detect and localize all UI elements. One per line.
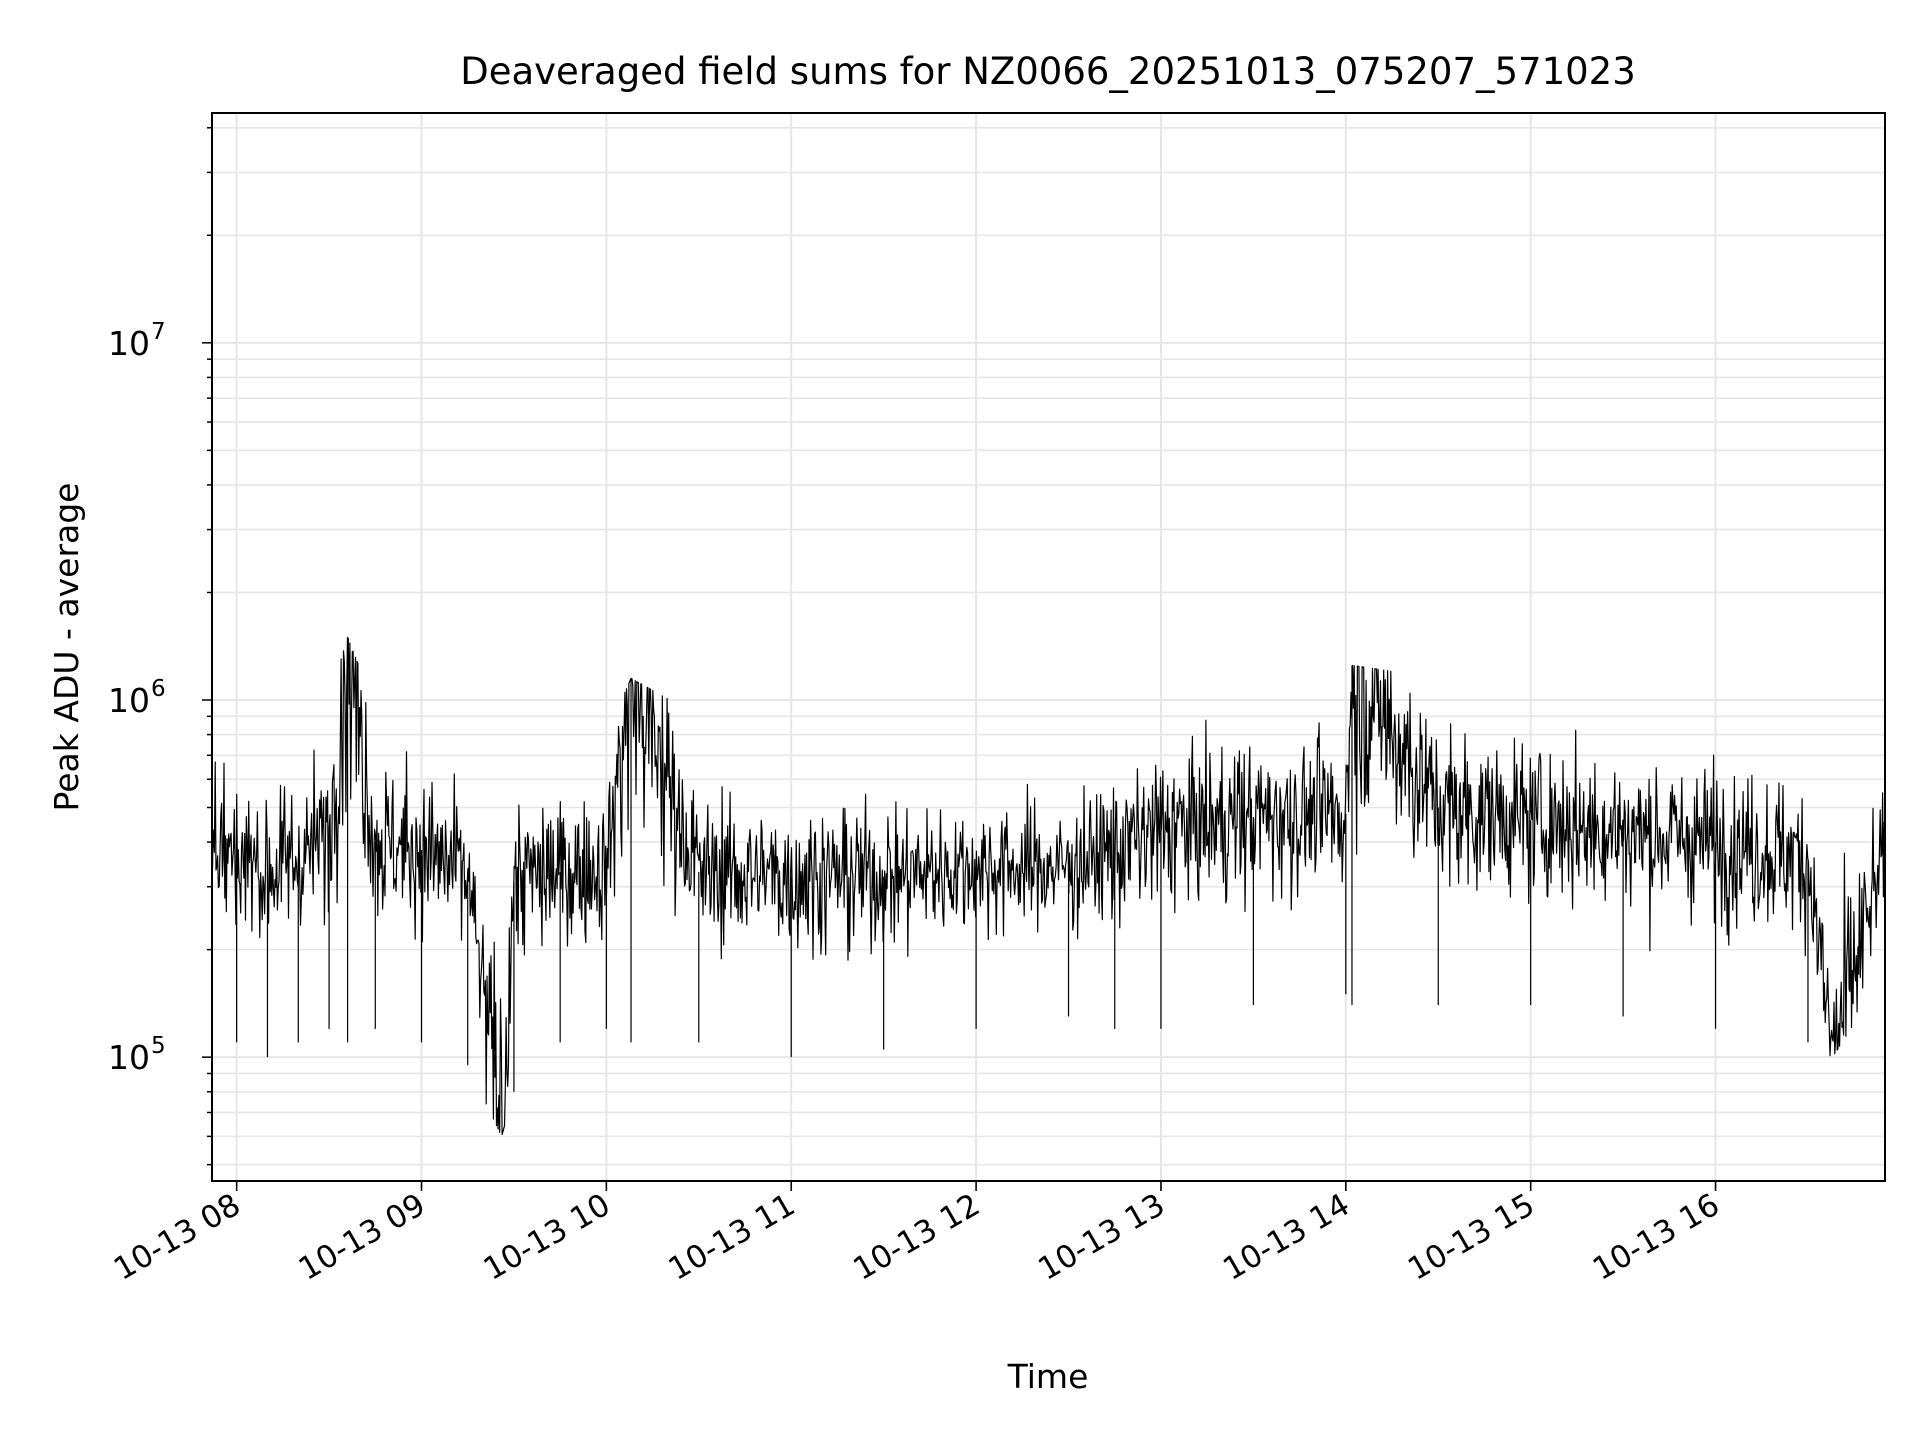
x-axis-label: Time [1007,1357,1089,1396]
chart-title: Deaveraged field sums for NZ0066_2025101… [460,50,1636,93]
series-line [211,636,1886,1136]
plot-frame [211,112,1886,1182]
y-tick-label-exponent: 5 [151,1033,166,1059]
y-tick-label-exponent: 7 [151,319,166,345]
y-tick-label-exponent: 6 [151,676,166,702]
y-tick-label: 10 [108,1038,150,1077]
y-tick-label: 10 [108,324,150,363]
y-axis-label: Peak ADU - average [47,483,86,812]
y-tick-label: 10 [108,681,150,720]
